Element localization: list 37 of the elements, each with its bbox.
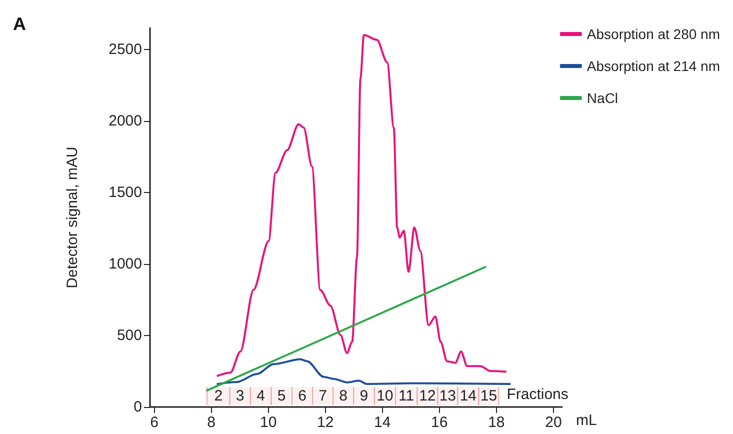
y-tick-label: 1000 xyxy=(108,255,142,272)
y-tick-label: 2500 xyxy=(108,40,142,58)
band-label: 4 xyxy=(256,388,265,404)
legend-label: Absorption at 214 nm xyxy=(586,58,720,74)
legend-label: Absorption at 280 nm xyxy=(586,26,720,42)
line-series xyxy=(216,358,511,385)
band-label: 2 xyxy=(214,388,223,404)
band-label: 12 xyxy=(419,388,436,404)
x-tick-label: 16 xyxy=(431,414,448,431)
band-label: 8 xyxy=(339,388,348,404)
band-label: 10 xyxy=(376,388,394,404)
legend-label: NaCl xyxy=(586,90,618,106)
band-label: 7 xyxy=(318,388,327,404)
band-label: 3 xyxy=(236,388,244,404)
annotation: Fractions xyxy=(506,386,568,403)
band-label: 14 xyxy=(460,388,477,404)
band-label: 9 xyxy=(360,388,368,404)
line-series xyxy=(216,34,507,377)
x-tick-label: 14 xyxy=(374,414,391,431)
y-tick-label: 1500 xyxy=(108,184,142,201)
band-label: 13 xyxy=(439,388,456,404)
x-tick-label: 10 xyxy=(260,414,277,431)
y-tick-label: 2000 xyxy=(108,112,142,130)
x-tick-label: 18 xyxy=(488,414,505,431)
x-tick-label: 8 xyxy=(207,414,216,431)
band-label: 15 xyxy=(480,388,498,404)
band-label: 6 xyxy=(298,388,306,404)
chart-title: A xyxy=(13,14,26,34)
y-tick-label: 0 xyxy=(134,398,142,416)
x-tick-label: 20 xyxy=(545,414,562,431)
y-tick-label: 500 xyxy=(116,326,142,344)
x-tick-label: 12 xyxy=(317,414,334,431)
band-label: 11 xyxy=(398,388,414,404)
band-label: 5 xyxy=(277,388,286,404)
x-tick-label: 6 xyxy=(150,414,158,431)
x-axis-title: mL xyxy=(576,412,597,429)
y-axis-title: Detector signal, mAU xyxy=(64,146,81,288)
